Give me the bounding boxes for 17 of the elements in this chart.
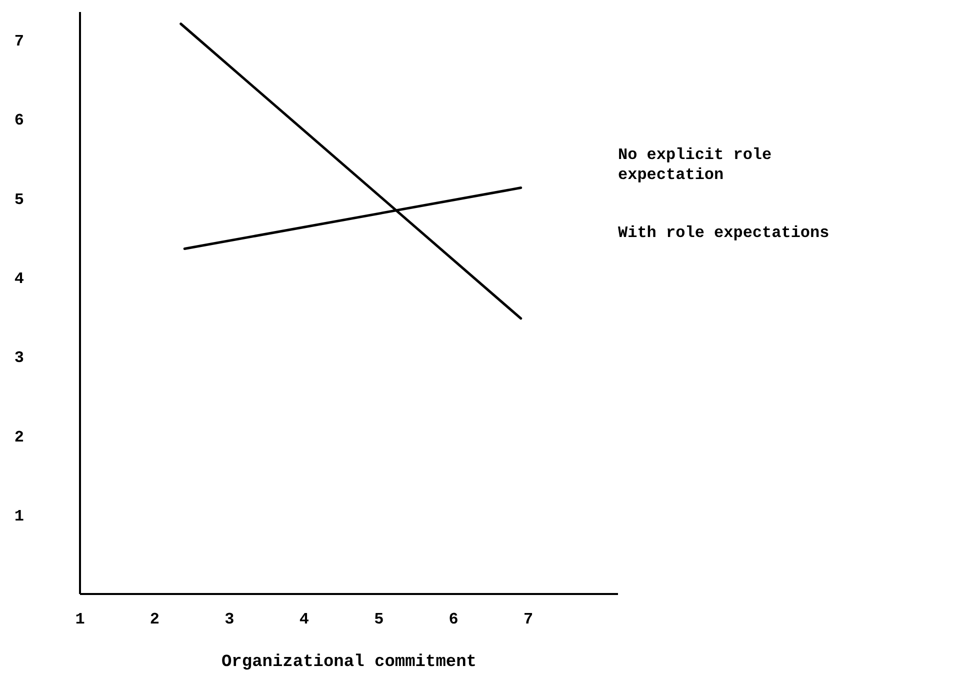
text: With role expectations: [618, 223, 830, 243]
text: No explicit role expectation: [618, 145, 773, 185]
y-tick-label: 3: [14, 349, 24, 368]
y-tick-label: 2: [14, 428, 24, 446]
x-tick-label: 2: [150, 610, 160, 628]
y-tick-label: 7: [14, 32, 24, 50]
x-axis-title: Organizational commitment: [221, 653, 477, 672]
x-tick-label: 1: [75, 610, 85, 628]
x-tick-label: 3: [224, 610, 234, 628]
y-tick-label: 4: [14, 270, 24, 288]
x-tick-label: 5: [374, 610, 384, 628]
y-tick-label: 1: [14, 507, 24, 526]
x-tick-label: 4: [299, 610, 310, 628]
y-tick-label: 6: [14, 112, 24, 130]
x-tick-label: 7: [524, 610, 534, 628]
x-tick-label: 6: [448, 610, 458, 628]
y-tick-label: 5: [14, 190, 24, 209]
